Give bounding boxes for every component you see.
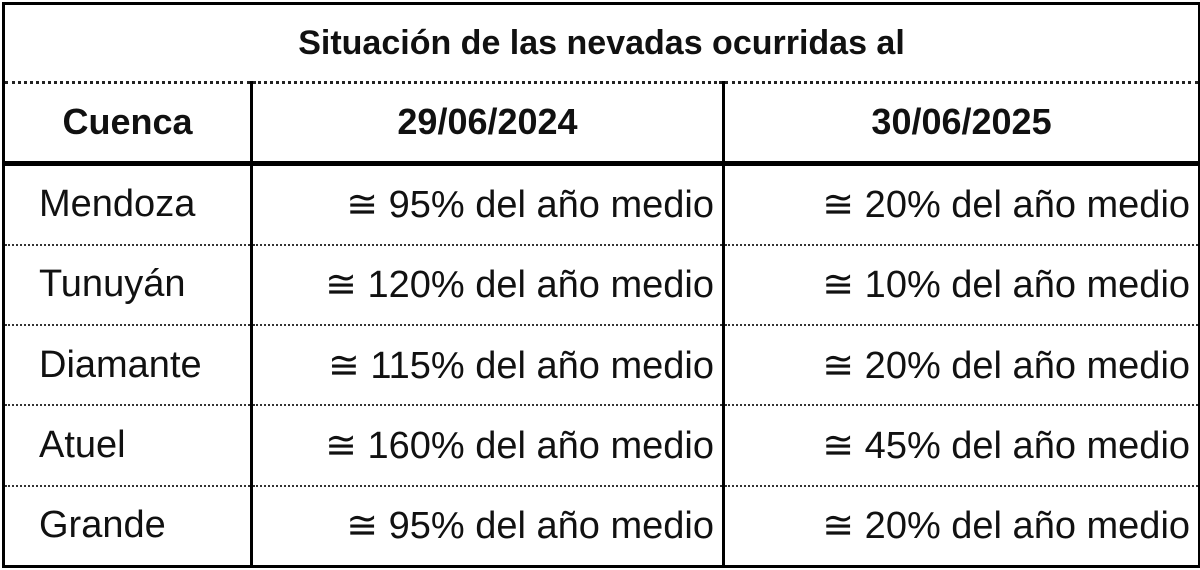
basin-cell: Tunuyán <box>3 244 252 327</box>
header-cell: 30/06/2025 <box>721 82 1200 166</box>
table-title: Situación de las nevadas ocurridas al <box>3 3 1200 85</box>
basin-cell: Mendoza <box>3 163 252 246</box>
data-row: Grande ≅ 95% del año medio ≅ 20% del año m… <box>4 485 1200 567</box>
snow-cell: ≅ 95% del año medio <box>250 163 724 246</box>
data-row: Mendoza ≅ 95% del año medio ≅ 20% del año … <box>3 163 1200 246</box>
basin-cell: Grande <box>39 504 166 547</box>
snow-cell: ≅ 20% del año medio <box>721 325 1200 407</box>
snow-cell: ≅ 45% del año medio <box>721 405 1200 487</box>
snow-cell: ≅ 120% del año medio <box>250 244 724 327</box>
snow-cell: ≅ 10% del año medio <box>721 244 1200 327</box>
data-row: Atuel ≅ 160% del año medio ≅ 45% del año m… <box>3 405 1200 487</box>
data-row: Diamante ≅ 115% del año medio ≅ 20% del añ… <box>3 325 1200 407</box>
snow-cell: ≅ 95% del año medio <box>250 485 724 567</box>
header-row: Cuenca 29/06/2024 30/06/2025 <box>3 82 1200 166</box>
snow-cell: ≅ 20% del año medio <box>721 485 1200 567</box>
data-row: Tunuyán ≅ 120% del año medio ≅ 10% del año… <box>3 244 1200 327</box>
snow-cell: ≅ 20% del año medio <box>721 163 1200 246</box>
snow-cell: ≅ 115% del año medio <box>250 325 724 407</box>
basin-cell: Atuel <box>3 405 252 487</box>
snow-cell: ≅ 160% del año medio <box>250 405 724 487</box>
basin-cell: Diamante <box>3 325 252 407</box>
title-row: Situación de las nevadas ocurridas al <box>3 3 1200 85</box>
header-cell: Cuenca <box>3 82 252 166</box>
table-body: Situación de las nevadas ocurridas al Cu… <box>3 3 1200 567</box>
header-cell: 29/06/2024 <box>250 82 724 166</box>
